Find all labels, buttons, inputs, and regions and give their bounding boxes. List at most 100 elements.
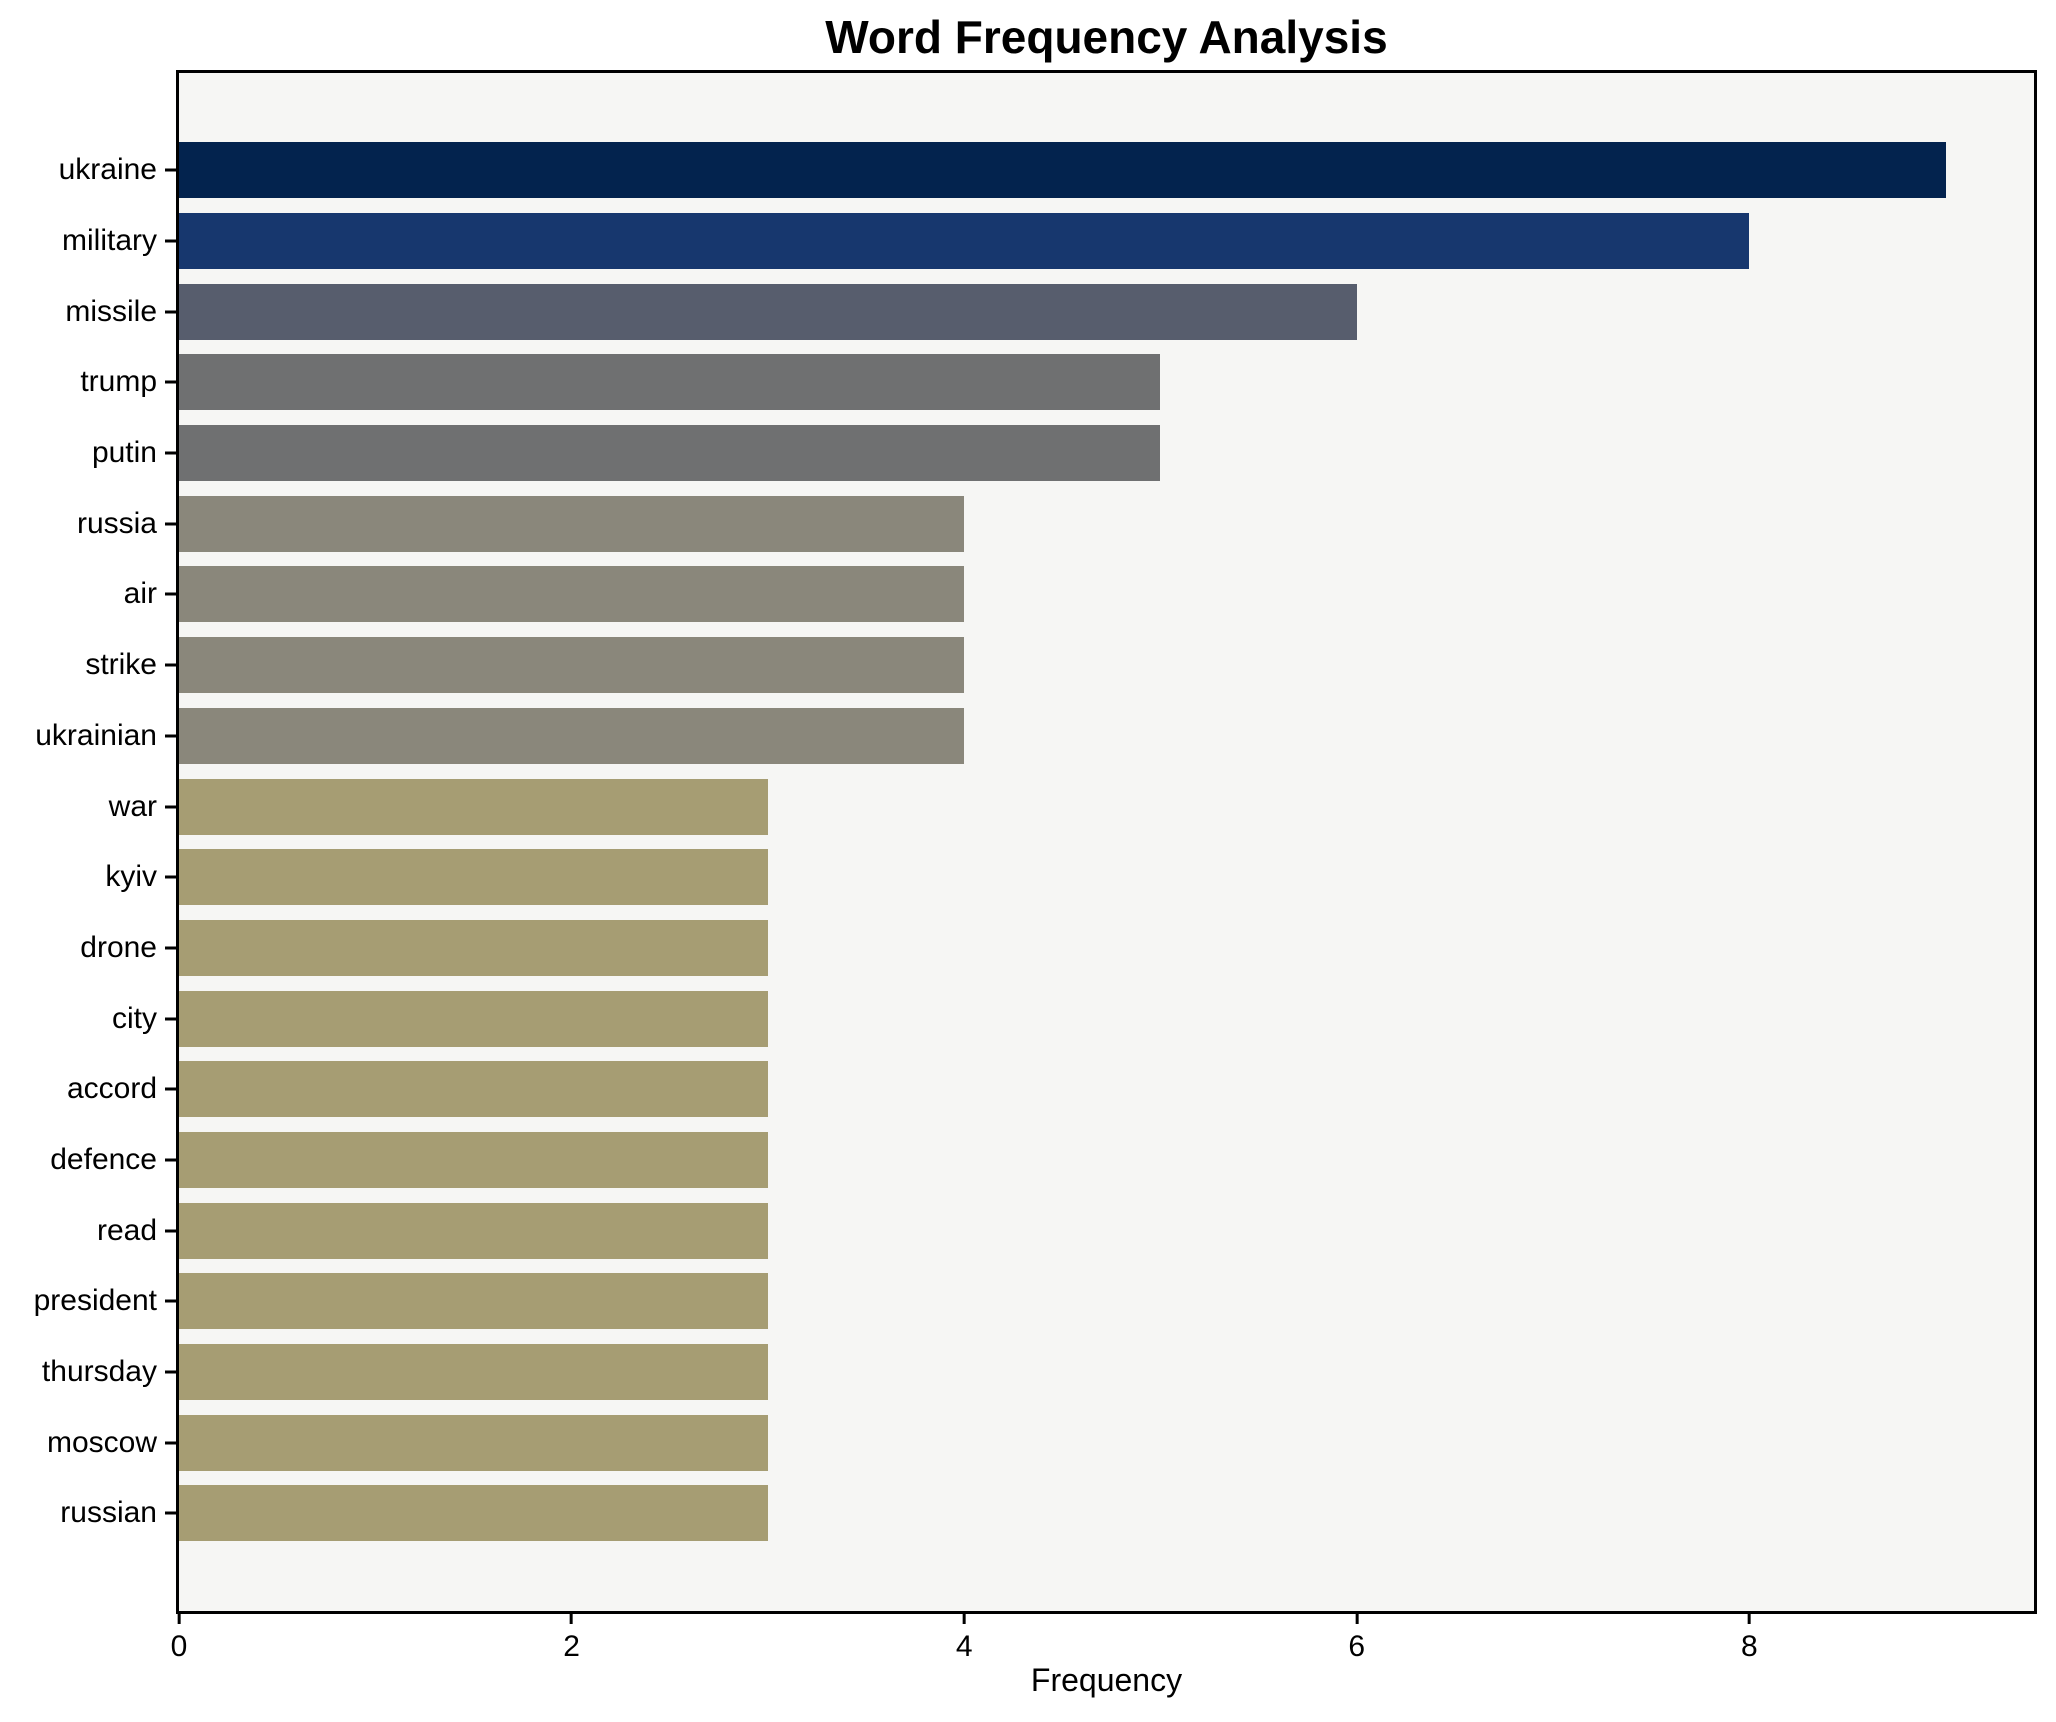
y-tick-mark bbox=[165, 1299, 176, 1303]
bar-row-thursday: thursday bbox=[42, 1337, 2034, 1408]
y-tick-label-trump: trump bbox=[80, 365, 157, 399]
bar-strike bbox=[179, 637, 965, 694]
x-tick-label: 4 bbox=[955, 1630, 973, 1663]
bar-row-russia: russia bbox=[77, 488, 2034, 559]
y-tick-label-military: military bbox=[62, 224, 157, 258]
y-tick-mark bbox=[165, 875, 176, 879]
bar-read bbox=[179, 1202, 768, 1259]
y-tick-mark bbox=[165, 592, 176, 596]
bar-missile bbox=[179, 283, 1357, 340]
bar-row-moscow: moscow bbox=[47, 1407, 2034, 1478]
y-tick-label-moscow: moscow bbox=[46, 1425, 157, 1459]
x-axis-label: Frequency bbox=[1030, 1662, 1183, 1698]
x-tick-mark bbox=[962, 1614, 966, 1624]
bar-row-russian: russian bbox=[60, 1478, 2034, 1549]
bar-row-kyiv: kyiv bbox=[105, 842, 2034, 913]
bar-row-drone: drone bbox=[80, 913, 2034, 984]
plot-area: ukraine military missile trump putin russia ai… bbox=[34, 70, 2037, 1663]
bar-defence bbox=[179, 1131, 768, 1188]
bar-ukraine bbox=[179, 142, 1946, 199]
y-tick-mark bbox=[165, 1158, 176, 1162]
y-tick-label-putin: putin bbox=[91, 436, 157, 470]
bars-container: ukraine military missile trump putin russia ai… bbox=[34, 73, 2034, 1611]
bar-row-air: air bbox=[124, 559, 2034, 630]
y-tick-label-thursday: thursday bbox=[41, 1355, 157, 1389]
bar-city bbox=[179, 990, 768, 1047]
bar-row-accord: accord bbox=[67, 1054, 2034, 1125]
bar-accord bbox=[179, 1061, 768, 1118]
y-tick-label-president: president bbox=[33, 1284, 157, 1318]
y-tick-label-read: read bbox=[96, 1213, 157, 1247]
bar-row-defence: defence bbox=[50, 1125, 2034, 1196]
bar-row-president: president bbox=[34, 1266, 2034, 1337]
y-tick-mark bbox=[165, 805, 176, 809]
x-tick-mark bbox=[177, 1614, 181, 1624]
bar-military bbox=[179, 213, 1750, 270]
bar-moscow bbox=[179, 1414, 768, 1471]
bar-trump bbox=[179, 354, 1161, 411]
bar-war bbox=[179, 778, 768, 835]
y-tick-mark bbox=[165, 734, 176, 738]
y-tick-mark bbox=[165, 1370, 176, 1374]
bar-ukrainian bbox=[179, 707, 965, 764]
bar-thursday bbox=[179, 1344, 768, 1401]
x-tick-6: 6 bbox=[1348, 1614, 1365, 1664]
y-tick-mark bbox=[165, 310, 176, 314]
y-tick-label-air: air bbox=[123, 577, 157, 611]
bar-russia bbox=[179, 495, 965, 552]
y-tick-label-russian: russian bbox=[60, 1496, 157, 1530]
y-tick-label-ukraine: ukraine bbox=[58, 153, 157, 187]
bar-kyiv bbox=[179, 849, 768, 906]
bar-row-war: war bbox=[109, 771, 2034, 842]
bar-row-putin: putin bbox=[92, 418, 2034, 489]
x-tick-0: 0 bbox=[170, 1614, 188, 1664]
bar-row-ukraine: ukraine bbox=[59, 135, 2034, 206]
x-tick-2: 2 bbox=[563, 1614, 580, 1664]
chart-title: Word Frequency Analysis bbox=[825, 11, 1388, 63]
y-tick-label-ukrainian: ukrainian bbox=[35, 718, 157, 752]
y-tick-mark bbox=[165, 1229, 176, 1233]
bar-row-missile: missile bbox=[65, 276, 2034, 347]
bar-row-city: city bbox=[112, 983, 2034, 1054]
y-tick-mark bbox=[165, 663, 176, 667]
x-tick-mark bbox=[1747, 1614, 1751, 1624]
y-tick-mark bbox=[165, 239, 176, 243]
y-tick-label-strike: strike bbox=[85, 648, 157, 682]
y-tick-mark bbox=[165, 946, 176, 950]
bar-putin bbox=[179, 425, 1161, 482]
bar-president bbox=[179, 1273, 768, 1330]
y-tick-mark bbox=[165, 380, 176, 384]
bar-russian bbox=[179, 1485, 768, 1542]
x-tick-mark bbox=[570, 1614, 574, 1624]
bar-drone bbox=[179, 919, 768, 976]
y-tick-label-defence: defence bbox=[50, 1142, 157, 1176]
x-tick-mark bbox=[1355, 1614, 1359, 1624]
y-tick-mark bbox=[165, 1441, 176, 1445]
y-tick-mark bbox=[165, 522, 176, 526]
y-tick-mark bbox=[165, 1017, 176, 1021]
y-tick-label-accord: accord bbox=[66, 1072, 157, 1106]
bar-row-strike: strike bbox=[85, 630, 2034, 701]
bar-row-read: read bbox=[97, 1195, 2034, 1266]
y-tick-label-kyiv: kyiv bbox=[105, 860, 157, 894]
y-tick-label-missile: missile bbox=[65, 294, 157, 328]
x-tick-label: 2 bbox=[563, 1630, 580, 1663]
x-tick-label: 0 bbox=[170, 1630, 188, 1663]
y-tick-mark bbox=[165, 451, 176, 455]
y-tick-mark bbox=[165, 1087, 176, 1091]
y-tick-label-drone: drone bbox=[80, 930, 157, 964]
y-tick-mark bbox=[165, 1511, 176, 1515]
y-tick-label-russia: russia bbox=[76, 506, 157, 540]
bar-row-military: military bbox=[62, 206, 2034, 277]
bar-row-trump: trump bbox=[80, 347, 2034, 418]
x-tick-4: 4 bbox=[956, 1614, 973, 1664]
y-tick-label-war: war bbox=[108, 789, 157, 823]
y-tick-mark bbox=[165, 168, 176, 172]
y-tick-label-city: city bbox=[112, 1001, 157, 1035]
bar-air bbox=[179, 566, 965, 623]
x-tick-label: 6 bbox=[1348, 1630, 1366, 1663]
x-tick-8: 8 bbox=[1741, 1614, 1758, 1664]
x-tick-label: 8 bbox=[1741, 1630, 1758, 1663]
bar-row-ukrainian: ukrainian bbox=[35, 701, 2034, 772]
